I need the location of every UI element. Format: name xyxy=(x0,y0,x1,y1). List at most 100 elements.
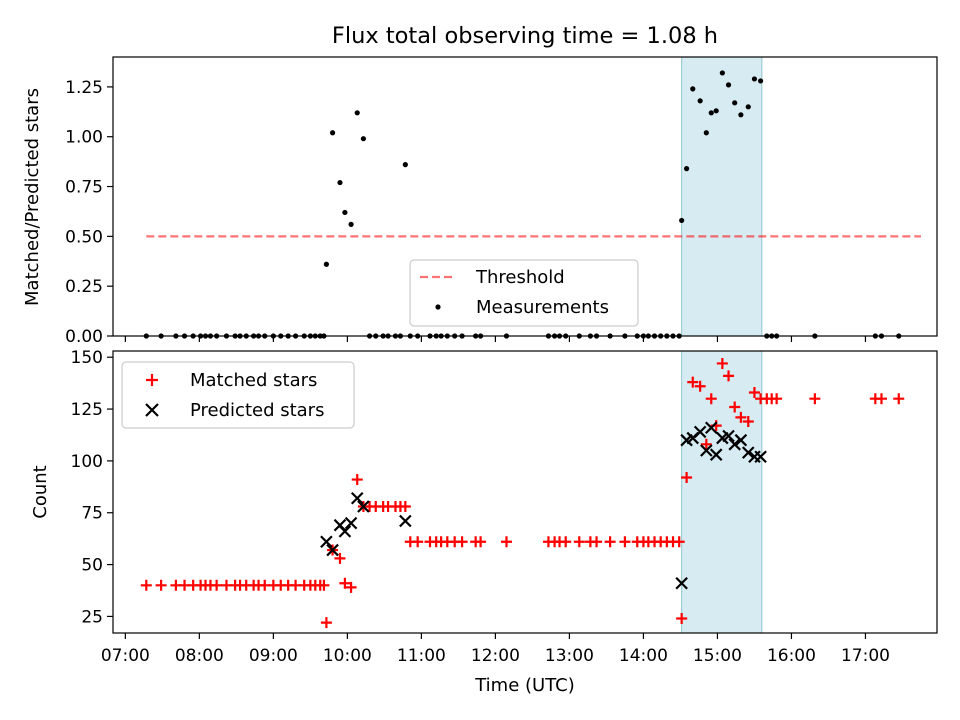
bottom-y-tick-label: 150 xyxy=(71,348,103,368)
predicted-star-point xyxy=(704,421,718,434)
predicted-star-point xyxy=(754,450,767,464)
x-tick-label: 10:00 xyxy=(323,646,372,666)
matched-star-point xyxy=(771,393,783,405)
bottom-y-tick-label: 25 xyxy=(81,607,103,627)
matched-star-point xyxy=(320,617,332,629)
matched-star-point xyxy=(573,536,585,548)
measurement-point xyxy=(697,98,703,104)
matched-star-point xyxy=(694,380,706,392)
top-y-tick-label: 0.50 xyxy=(65,227,103,247)
measurement-point xyxy=(732,100,738,106)
measurement-point xyxy=(745,104,751,110)
measurement-point xyxy=(402,162,408,168)
bottom-panel: 25 50 75 100 125 150 07:00 08:00 09:00 10:00 11:0… xyxy=(30,348,938,696)
matched-star-point xyxy=(604,536,616,548)
bottom-y-tick-label: 50 xyxy=(81,556,103,576)
measurement-point xyxy=(337,179,343,186)
measurement-point xyxy=(703,130,709,136)
matched-star-point xyxy=(475,536,487,548)
bottom-x-axis: 07:00 08:00 09:00 10:00 11:00 12:00 13:00 14:00… xyxy=(101,633,890,666)
predicted-star-point xyxy=(344,516,358,530)
top-panel: 0.00 0.25 0.50 0.75 1.00 1.25 Matched/Predict… xyxy=(22,56,938,347)
predicted-star-point xyxy=(338,525,352,538)
x-tick-label: 11:00 xyxy=(397,646,446,666)
matched-star-point xyxy=(681,471,693,483)
x-tick-label: 17:00 xyxy=(841,646,890,666)
bottom-y-tick-label: 75 xyxy=(81,504,103,524)
legend-measurements-swatch xyxy=(435,304,441,310)
matched-star-point xyxy=(560,536,572,548)
top-legend: Threshold Measurements xyxy=(409,259,639,327)
predicted-star-point xyxy=(693,425,707,439)
bottom-legend-box xyxy=(121,361,355,429)
matched-star-point xyxy=(716,357,728,369)
legend-threshold-label: Threshold xyxy=(475,267,565,288)
matched-star-point xyxy=(211,579,223,591)
x-tick-label: 12:00 xyxy=(471,646,520,666)
matched-star-point xyxy=(345,581,357,593)
matched-star-point xyxy=(748,386,760,398)
matched-star-point xyxy=(334,552,346,564)
bottom-plot-area xyxy=(140,357,905,629)
predicted-star-point xyxy=(709,448,723,461)
legend-predicted-label: Predicted stars xyxy=(190,400,324,421)
legend-measurements-label: Measurements xyxy=(476,297,609,318)
matched-star-point xyxy=(591,536,603,548)
chart-title: Flux total observing time = 1.08 h xyxy=(332,23,718,49)
matched-star-point xyxy=(673,536,685,548)
top-y-tick-label: 1.00 xyxy=(65,128,103,148)
matched-star-point xyxy=(676,612,688,624)
measurement-point xyxy=(679,217,685,224)
x-tick-label: 09:00 xyxy=(249,646,298,666)
predicted-star-point xyxy=(326,543,339,557)
measurement-point xyxy=(751,76,758,82)
measurement-point xyxy=(323,261,330,267)
matched-star-point xyxy=(318,579,330,591)
measurement-point xyxy=(360,136,367,142)
predicted-star-point xyxy=(734,433,748,447)
bottom-axes-frame xyxy=(112,350,938,634)
x-tick-label: 07:00 xyxy=(101,646,150,666)
matched-star-point xyxy=(687,376,699,388)
top-y-axis-label: Matched/Predicted stars xyxy=(22,88,43,306)
top-y-tick-label: 1.25 xyxy=(65,78,103,98)
top-y-axis: 0.00 0.25 0.50 0.75 1.00 1.25 xyxy=(65,78,113,347)
measurement-point xyxy=(348,221,354,227)
top-y-tick-label: 0.00 xyxy=(65,327,103,347)
matched-star-point xyxy=(875,393,887,405)
bottom-y-axis: 25 50 75 100 125 150 xyxy=(71,348,113,627)
x-axis-label: Time (UTC) xyxy=(474,675,575,696)
matched-star-point xyxy=(742,416,754,427)
measurement-point xyxy=(342,209,348,216)
x-tick-label: 14:00 xyxy=(619,646,668,666)
matched-star-point xyxy=(893,393,905,405)
measurement-point xyxy=(725,82,732,88)
x-tick-label: 16:00 xyxy=(767,646,816,666)
legend-matched-swatch xyxy=(146,374,158,386)
matched-star-point xyxy=(339,577,351,589)
top-y-tick-label: 0.25 xyxy=(65,277,103,297)
matched-star-point xyxy=(351,474,363,486)
top-shaded-interval xyxy=(681,56,763,337)
bottom-y-axis-label: Count xyxy=(30,465,51,518)
measurement-point xyxy=(683,166,690,172)
legend-predicted-swatch xyxy=(145,403,159,417)
predicted-star-point xyxy=(320,535,333,549)
bottom-shaded-interval xyxy=(681,350,763,634)
matched-star-point xyxy=(809,393,821,405)
matched-star-point xyxy=(729,401,741,413)
predicted-star-point xyxy=(675,576,688,590)
predicted-star-point xyxy=(700,444,713,457)
matched-star-point xyxy=(155,579,167,591)
bottom-y-tick-label: 100 xyxy=(71,452,103,472)
matched-star-point xyxy=(399,501,411,513)
matched-star-point xyxy=(500,536,512,548)
matched-star-point xyxy=(140,579,152,591)
matched-star-point xyxy=(723,370,735,382)
measurement-point xyxy=(719,70,725,76)
x-tick-label: 08:00 xyxy=(175,646,224,666)
matched-star-point xyxy=(735,411,747,423)
measurement-point xyxy=(708,110,714,116)
bottom-y-tick-label: 125 xyxy=(71,400,103,420)
